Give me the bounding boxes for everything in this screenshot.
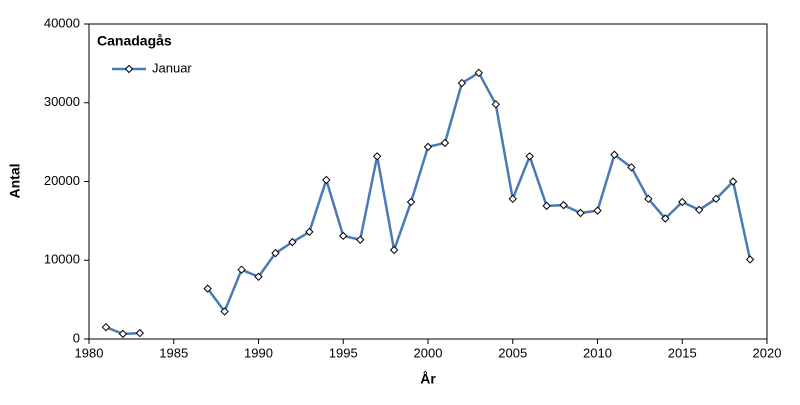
legend-label: Januar	[152, 60, 192, 75]
x-tick-label: 2020	[753, 345, 782, 360]
y-tick-label: 0	[73, 330, 80, 345]
x-tick-label: 2010	[583, 345, 612, 360]
data-point	[559, 200, 568, 210]
data-point	[220, 307, 229, 316]
data-point	[678, 197, 687, 207]
y-tick-label: 40000	[44, 15, 80, 30]
y-tick-label: 20000	[44, 173, 80, 188]
data-point	[610, 150, 619, 159]
data-point	[389, 245, 399, 255]
data-point	[661, 214, 670, 223]
x-tick-label: 1995	[329, 345, 358, 360]
data-point	[440, 138, 450, 148]
x-tick-label: 2000	[414, 345, 443, 360]
data-point	[474, 68, 484, 78]
x-tick-label: 2005	[498, 345, 527, 360]
data-point	[627, 163, 636, 172]
data-point	[491, 100, 501, 109]
data-point	[593, 206, 602, 215]
data-point	[101, 322, 111, 332]
data-point	[135, 328, 145, 338]
y-tick-label: 10000	[44, 252, 80, 267]
data-point	[271, 248, 280, 258]
data-point	[355, 235, 365, 244]
data-point	[745, 255, 755, 264]
legend-marker	[124, 64, 134, 74]
data-point	[118, 329, 128, 339]
y-tick-label: 30000	[44, 94, 80, 109]
x-axis-label: År	[420, 371, 436, 387]
data-point	[728, 177, 738, 186]
data-point	[339, 231, 348, 241]
data-point	[322, 175, 331, 185]
data-point	[644, 194, 653, 204]
data-point	[372, 152, 382, 161]
x-tick-label: 1980	[75, 345, 104, 360]
y-axis-label: Antal	[7, 164, 23, 199]
data-point	[406, 197, 416, 207]
data-point	[288, 237, 297, 247]
data-point	[237, 265, 246, 274]
data-point	[254, 272, 263, 281]
x-tick-label: 1990	[244, 345, 273, 360]
data-point	[305, 227, 314, 237]
data-point	[508, 194, 517, 204]
data-point	[694, 205, 704, 215]
data-point	[576, 208, 585, 218]
data-point	[457, 78, 467, 88]
data-point	[423, 142, 433, 152]
chart-title: Canadagås	[97, 33, 172, 49]
data-point	[203, 284, 212, 293]
data-point	[525, 152, 534, 161]
data-point	[542, 201, 551, 211]
x-tick-label: 1985	[159, 345, 188, 360]
series-line	[105, 71, 752, 336]
data-point	[711, 194, 721, 204]
x-tick-label: 2015	[668, 345, 697, 360]
